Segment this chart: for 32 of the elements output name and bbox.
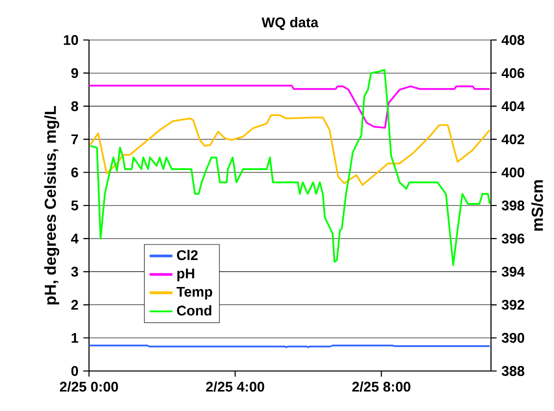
y-tick-label: 10 <box>64 35 78 45</box>
legend-label: pH <box>177 268 194 282</box>
y-tick-label: 1 <box>72 333 78 343</box>
legend-label: Cl2 <box>177 250 198 260</box>
y-tick-label: 5 <box>71 200 78 210</box>
y2-tick-label: 406 <box>502 68 524 78</box>
y2-axis-title: mS/cm <box>531 180 544 231</box>
y2-tick-label: 402 <box>502 134 524 144</box>
y-tick-label: 3 <box>71 266 78 277</box>
y-tick-label: 8 <box>71 101 78 112</box>
y2-tick-label: 388 <box>502 366 524 376</box>
y2-tick-label: 400 <box>502 167 524 178</box>
y2-tick-label: 390 <box>502 332 524 343</box>
y-axis-title: pH, degrees Celsius, mg/L <box>44 106 60 304</box>
y2-tick-label: 392 <box>502 300 524 310</box>
y-tick-label: 9 <box>71 68 78 78</box>
x-tick-label: 2/25 4:00 <box>206 381 264 392</box>
x-tick-label: 2/25 0:00 <box>60 381 118 392</box>
y-tick-label: 0 <box>71 366 78 376</box>
y-tick-label: 2 <box>71 300 78 310</box>
y-tick-label: 7 <box>71 134 78 144</box>
x-tick-label: 2/25 8:00 <box>352 381 410 392</box>
legend-label: Temp <box>176 286 212 300</box>
y2-tick-label: 408 <box>502 35 524 45</box>
y2-tick-label: 396 <box>502 234 524 244</box>
y2-tick-label: 398 <box>502 200 524 210</box>
legend-label: Cond <box>177 305 212 316</box>
y2-tick-label: 394 <box>502 266 525 277</box>
chart-title: WQ data <box>262 17 318 30</box>
y-tick-label: 6 <box>71 167 78 178</box>
y2-tick-label: 404 <box>502 101 525 112</box>
y-tick-label: 4 <box>71 234 79 244</box>
